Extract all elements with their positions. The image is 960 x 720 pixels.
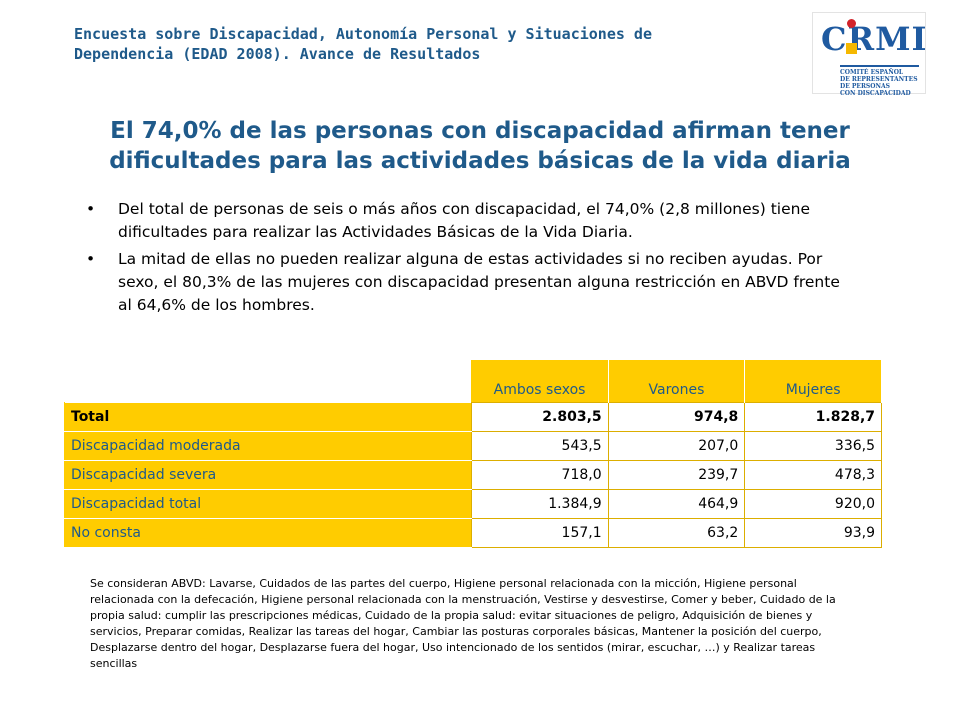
table-cell: 63,2 [607, 518, 746, 548]
bullet-item: • La mitad de ellas no pueden realizar a… [86, 248, 846, 317]
survey-header: Encuesta sobre Discapacidad, Autonomía P… [74, 24, 714, 64]
page-title: El 74,0% de las personas con discapacida… [60, 116, 900, 176]
header-line-2: Dependencia (EDAD 2008). Avance de Resul… [74, 45, 481, 63]
abvd-table: Ambos sexos Varones Mujeres Total 2.803,… [64, 360, 882, 548]
column-header: Varones [608, 360, 746, 403]
table-cell: 920,0 [744, 489, 882, 519]
table-header-row: Ambos sexos Varones Mujeres [64, 360, 882, 403]
logo-subtitle: COMITÉ ESPAÑOL DE REPRESENTANTES DE PERS… [840, 69, 918, 97]
table-cell: 157,1 [470, 518, 609, 548]
table-cell: 239,7 [607, 460, 746, 490]
table-cell: 207,0 [607, 431, 746, 461]
table-row: No consta 157,1 63,2 93,9 [64, 518, 882, 548]
cermi-logo: CRMI COMITÉ ESPAÑOL DE REPRESENTANTES DE… [812, 12, 928, 97]
bullet-list: • Del total de personas de seis o más añ… [86, 198, 846, 321]
table-cell: 1.384,9 [470, 489, 609, 519]
row-label: Total [64, 402, 472, 432]
table-cell: 718,0 [470, 460, 609, 490]
column-header: Ambos sexos [471, 360, 609, 403]
row-label: Discapacidad total [64, 489, 472, 519]
row-label: Discapacidad moderada [64, 431, 472, 461]
bullet-text: La mitad de ellas no pueden realizar alg… [118, 250, 840, 314]
logo-wordmark: CRMI [821, 20, 928, 58]
table-corner [64, 360, 472, 403]
bullet-dot-icon: • [86, 250, 96, 268]
header-line-1: Encuesta sobre Discapacidad, Autonomía P… [74, 25, 652, 43]
row-label: Discapacidad severa [64, 460, 472, 490]
table-cell: 974,8 [607, 402, 746, 432]
table-cell: 2.803,5 [470, 402, 609, 432]
table-row: Total 2.803,5 974,8 1.828,7 [64, 402, 882, 432]
table-cell: 478,3 [744, 460, 882, 490]
table-row: Discapacidad moderada 543,5 207,0 336,5 [64, 431, 882, 461]
logo-yellow-square [846, 43, 857, 54]
abvd-footnote: Se consideran ABVD: Lavarse, Cuidados de… [90, 577, 836, 670]
logo-divider [840, 65, 919, 67]
table-cell: 336,5 [744, 431, 882, 461]
table-cell: 543,5 [470, 431, 609, 461]
logo-red-dot [847, 19, 856, 28]
table-row: Discapacidad severa 718,0 239,7 478,3 [64, 460, 882, 490]
row-label: No consta [64, 518, 472, 548]
title-line-2: dificultades para las actividades básica… [109, 148, 851, 174]
bullet-dot-icon: • [86, 200, 96, 218]
bullet-item: • Del total de personas de seis o más añ… [86, 198, 846, 244]
table-cell: 464,9 [607, 489, 746, 519]
table-cell: 93,9 [744, 518, 882, 548]
bullet-text: Del total de personas de seis o más años… [118, 200, 810, 241]
title-line-1: El 74,0% de las personas con discapacida… [110, 118, 850, 144]
column-header: Mujeres [744, 360, 882, 403]
table-row: Discapacidad total 1.384,9 464,9 920,0 [64, 489, 882, 519]
table-cell: 1.828,7 [744, 402, 882, 432]
